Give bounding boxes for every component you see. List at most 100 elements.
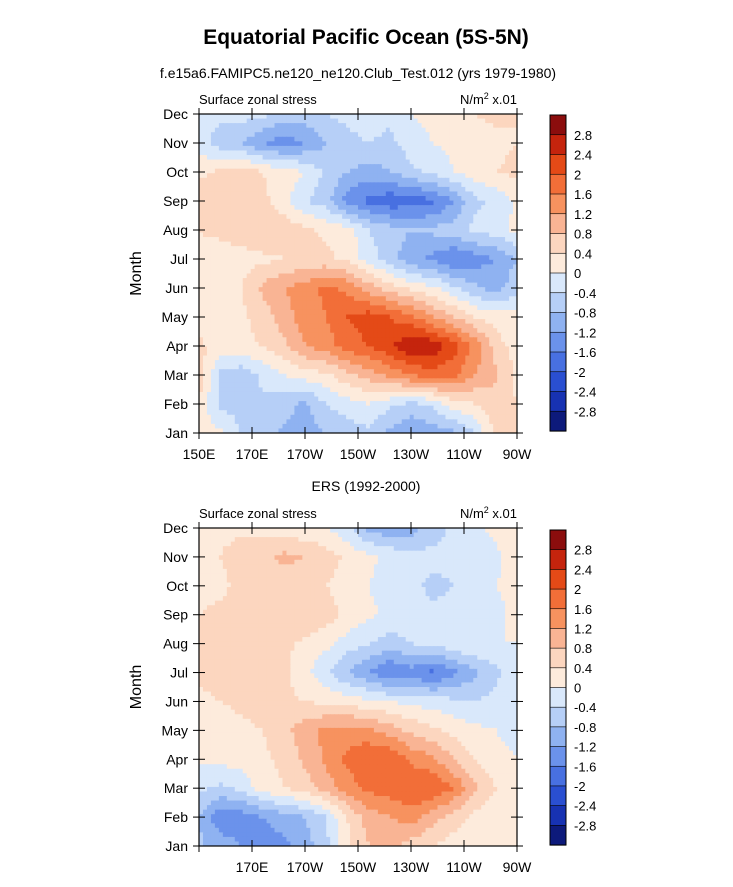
contour-cell	[358, 328, 363, 334]
contour-cell	[381, 264, 387, 270]
contour-cell	[270, 341, 276, 348]
contour-cell	[246, 214, 252, 220]
contour-cell	[266, 350, 272, 357]
contour-cell	[342, 360, 347, 366]
contour-cell	[350, 191, 355, 197]
contour-cell	[222, 291, 228, 297]
contour-cell	[449, 164, 455, 170]
contour-cell	[477, 328, 482, 334]
contour-cell	[338, 155, 343, 161]
contour-cell	[330, 305, 335, 311]
contour-cell	[485, 387, 490, 393]
contour-cell	[365, 182, 371, 188]
contour-cell	[361, 200, 367, 206]
contour-cell	[242, 323, 248, 329]
contour-cell	[401, 387, 407, 393]
contour-cell	[274, 328, 280, 334]
contour-cell	[477, 232, 482, 238]
contour-cell	[262, 232, 268, 238]
contour-cell	[274, 223, 280, 229]
contour-cell	[358, 241, 363, 247]
contour-cell	[306, 214, 311, 220]
contour-cell	[350, 118, 355, 124]
contour-cell	[250, 246, 256, 252]
contour-cell	[218, 168, 224, 174]
contour-cell	[361, 378, 367, 384]
contour-cell	[246, 196, 252, 202]
contour-cell	[306, 155, 311, 161]
contour-cell	[358, 173, 363, 179]
contour-cell	[473, 132, 478, 138]
contour-cell	[199, 291, 204, 297]
contour-cell	[461, 250, 466, 256]
contour-cell	[361, 218, 367, 224]
contour-cell	[513, 214, 517, 220]
contour-cell	[381, 314, 387, 320]
contour-cell	[497, 123, 502, 129]
contour-cell	[322, 118, 327, 124]
contour-cell	[509, 227, 514, 234]
contour-cell	[421, 387, 427, 393]
contour-cell	[401, 141, 407, 147]
contour-cell	[413, 241, 419, 247]
contour-cell	[373, 378, 379, 384]
contour-cell	[358, 350, 363, 357]
contour-cell	[346, 287, 351, 293]
contour-cell	[369, 255, 375, 261]
contour-cell	[445, 191, 451, 197]
contour-cell	[310, 268, 315, 275]
contour-cell	[449, 273, 455, 279]
contour-cell	[409, 364, 415, 370]
contour-cell	[421, 164, 427, 170]
contour-cell	[358, 205, 363, 211]
contour-cell	[358, 391, 363, 398]
contour-cell	[306, 241, 311, 247]
contour-cell	[242, 177, 248, 183]
contour-cell	[365, 136, 371, 142]
contour-cell	[505, 145, 510, 152]
contour-cell	[298, 168, 303, 174]
contour-cell	[318, 296, 323, 302]
contour-cell	[202, 346, 208, 352]
contour-cell	[401, 328, 407, 334]
contour-cell	[385, 337, 391, 343]
contour-cell	[373, 373, 379, 379]
contour-cell	[222, 278, 228, 284]
contour-cell	[513, 323, 517, 329]
contour-cell	[445, 282, 451, 288]
contour-cell	[413, 328, 419, 334]
contour-cell	[429, 155, 435, 161]
contour-cell	[361, 328, 367, 334]
contour-cell	[509, 287, 514, 293]
contour-cell	[369, 246, 375, 252]
contour-cell	[218, 214, 224, 220]
contour-cell	[354, 373, 359, 379]
contour-cell	[234, 282, 240, 288]
contour-cell	[222, 355, 228, 361]
contour-cell	[437, 232, 443, 238]
contour-cell	[489, 291, 494, 297]
contour-cell	[441, 360, 447, 366]
contour-cell	[354, 232, 359, 238]
contour-cell	[238, 232, 244, 238]
contour-cell	[409, 200, 415, 206]
contour-cell	[417, 241, 423, 247]
contour-cell	[258, 177, 264, 183]
contour-cell	[310, 259, 315, 265]
contour-cell	[270, 168, 276, 174]
contour-cell	[310, 182, 315, 188]
contour-cell	[425, 323, 431, 329]
contour-cell	[354, 145, 359, 152]
contour-cell	[262, 186, 268, 193]
contour-cell	[286, 287, 292, 293]
contour-cell	[342, 237, 347, 243]
contour-cell	[206, 319, 212, 325]
contour-cell	[266, 155, 272, 161]
contour-cell	[350, 164, 355, 170]
contour-cell	[405, 141, 411, 147]
contour-cell	[246, 387, 252, 393]
contour-cell	[234, 319, 240, 325]
contour-cell	[381, 305, 387, 311]
contour-cell	[461, 223, 466, 229]
contour-cell	[310, 132, 315, 138]
